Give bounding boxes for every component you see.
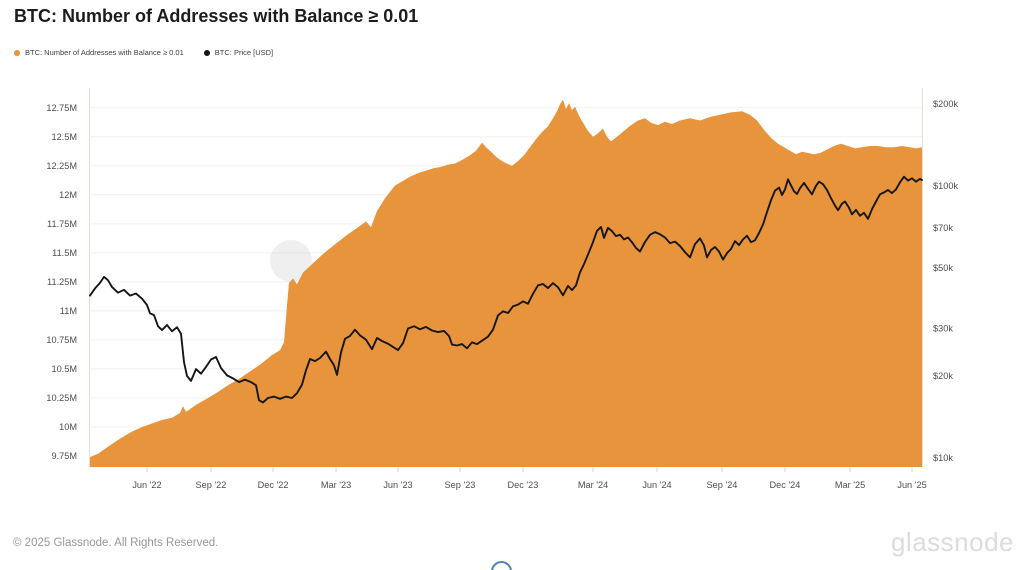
left-axis-label: 12.75M [46,103,77,113]
legend-item-price[interactable]: BTC: Price [USD] [203,48,274,57]
x-tick-label: Dec '22 [258,480,289,490]
x-tick-label: Sep '22 [196,480,227,490]
x-tick-label: Mar '25 [835,480,865,490]
left-axis-label: 10.25M [46,393,77,403]
price-series-dot-icon [203,49,210,56]
x-tick-label: Jun '23 [383,480,412,490]
left-axis-label: 10.5M [51,364,77,374]
right-axis-label: $70k [933,223,953,233]
glassnode-watermark-circle [270,240,313,282]
chart-legend: BTC: Number of Addresses with Balance ≥ … [14,48,273,57]
left-axis-label: 12.25M [46,161,77,171]
x-tick-label: Mar '23 [321,480,351,490]
x-tick-label: Dec '23 [508,480,539,490]
x-tick-label: Dec '24 [770,480,801,490]
left-axis-label: 12M [59,190,77,200]
right-axis-label: $30k [933,323,953,333]
left-axis-label: 9.75M [51,451,77,461]
left-axis-label: 10M [59,422,77,432]
glassnode-logo: glassnode [890,527,1014,557]
right-axis-label: $10k [933,453,953,463]
right-axis-label: $50k [933,263,953,273]
right-axis-label: $100k [933,181,958,191]
x-tick-label: Sep '24 [707,480,738,490]
addresses-area [90,99,922,467]
addresses-series-dot-icon [14,49,20,56]
left-axis-label: 10.75M [46,335,77,345]
x-tick-label: Jun '24 [642,480,671,490]
legend-label-price: BTC: Price [USD] [214,48,274,57]
legend-label-addresses: BTC: Number of Addresses with Balance ≥ … [25,48,184,57]
price-line [89,175,923,404]
left-axis-label: 11.25M [47,277,77,287]
x-tick-label: Sep '23 [445,480,476,490]
left-axis-label: 11M [60,306,77,316]
x-tick-label: Jun '25 [897,480,926,490]
right-axis-label: $200k [933,99,958,109]
x-tick-label: Mar '24 [578,480,608,490]
copyright-text: © 2025 Glassnode. All Rights Reserved. [13,537,219,549]
page-title: BTC: Number of Addresses with Balance ≥ … [14,6,419,26]
legend-item-addresses[interactable]: BTC: Number of Addresses with Balance ≥ … [14,48,184,57]
left-axis-label: 12.5M [51,132,77,142]
x-tick-label: Jun '22 [132,480,161,490]
right-axis-label: $20k [933,371,953,381]
left-axis-label: 11.75M [47,219,77,229]
left-axis-label: 11.5M [52,248,77,258]
